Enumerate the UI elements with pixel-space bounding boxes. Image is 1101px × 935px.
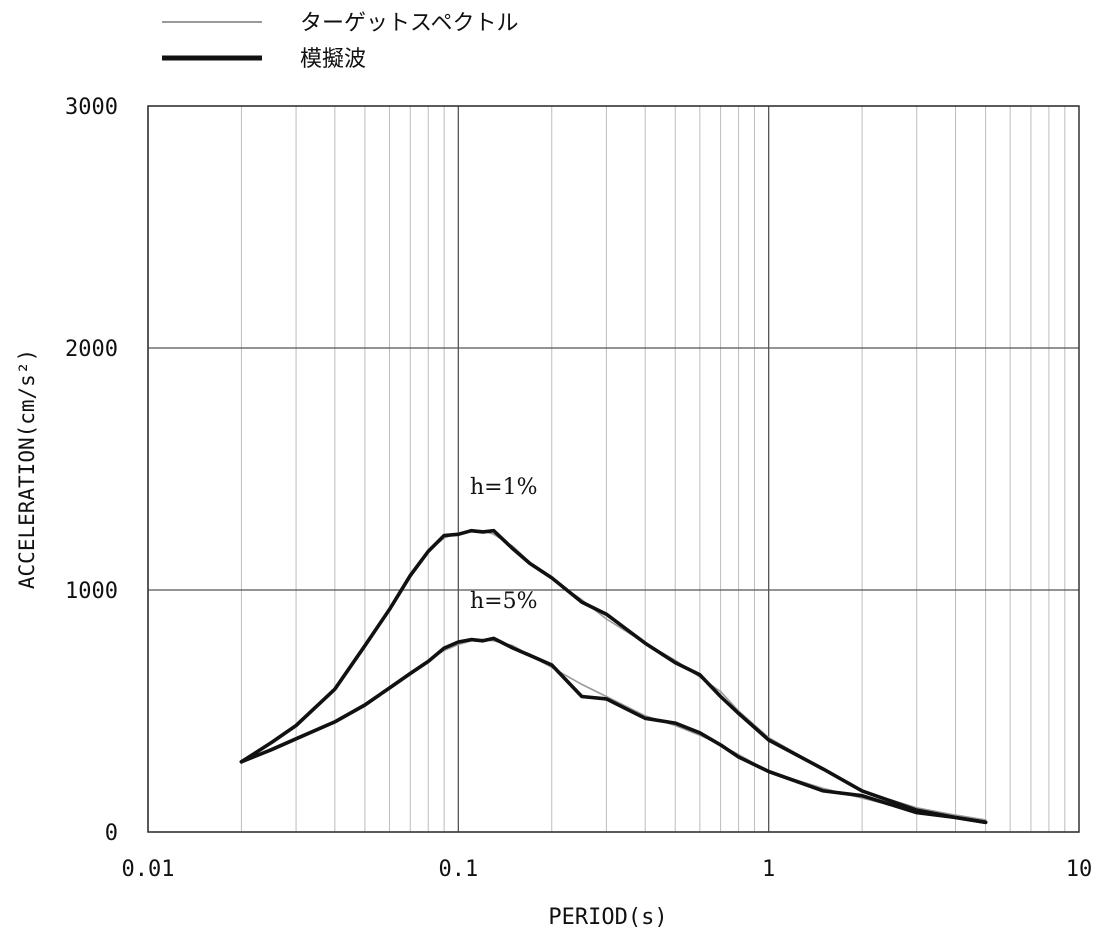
x-tick-label: 0.1: [438, 857, 478, 882]
y-tick-label: 0: [105, 821, 118, 846]
legend-simulated-label: 模擬波: [300, 47, 366, 72]
y-axis-label: ACCELERATION(cm/s²): [15, 349, 39, 589]
y-tick-label: 1000: [65, 579, 118, 604]
annotation-h1: h=1%: [470, 475, 538, 500]
target-spectrum-line-h=1%: [240, 529, 987, 821]
axes: 0.01 0.1 1 10 0 1000 2000 3000: [65, 95, 1092, 882]
y-tick-label: 2000: [65, 337, 118, 362]
simulated-wave-line-h=5%: [239, 636, 988, 825]
series-group: [239, 528, 988, 825]
legend-target-label: ターゲットスペクトル: [300, 11, 518, 36]
annotation-h5: h=5%: [470, 589, 538, 614]
x-tick-label: 0.01: [122, 857, 175, 882]
x-axis-label: PERIOD(s): [548, 905, 667, 930]
y-tick-label: 3000: [65, 95, 118, 120]
plot-frame: [147, 105, 1080, 833]
x-tick-label: 10: [1066, 857, 1093, 882]
grid: [147, 105, 1079, 833]
x-tick-label: 1: [762, 857, 775, 882]
legend: ターゲットスペクトル 模擬波: [162, 11, 518, 72]
simulated-wave-line-h=1%: [239, 528, 988, 825]
